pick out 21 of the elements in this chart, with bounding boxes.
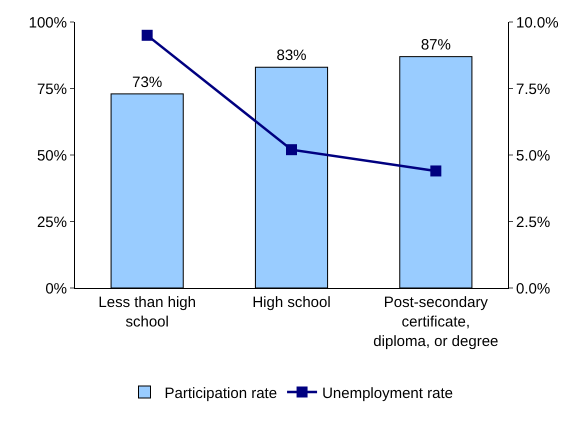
x-tick-label: Less than high school xyxy=(98,294,196,330)
point xyxy=(430,165,442,176)
legend-label: Participation rate xyxy=(164,384,278,402)
data-label: 83% xyxy=(276,47,307,64)
y2-tick-label: 2.5% xyxy=(516,214,550,231)
y2-tick-label: 0.0% xyxy=(516,280,550,298)
x-tick-label: Post-secondary certificate, diploma, or degree xyxy=(373,294,498,350)
point xyxy=(142,30,153,41)
y2-tick-label: 5.0% xyxy=(516,147,550,164)
y-tick-label: 0% xyxy=(45,280,67,298)
y2-tick-label: 7.5% xyxy=(516,80,550,98)
y2-tick-label: 10.0% xyxy=(516,14,559,32)
y-tick-label: 75% xyxy=(36,80,67,98)
data-label: 87% xyxy=(420,36,451,54)
y-tick-label: 25% xyxy=(36,214,67,231)
data-label: 73% xyxy=(132,74,162,91)
legend-label: Unemployment rate xyxy=(322,384,453,402)
y-tick-label: 50% xyxy=(36,147,67,164)
point xyxy=(286,144,297,156)
y-tick-label: 100% xyxy=(28,14,67,32)
x-tick-label: High school xyxy=(252,294,331,311)
